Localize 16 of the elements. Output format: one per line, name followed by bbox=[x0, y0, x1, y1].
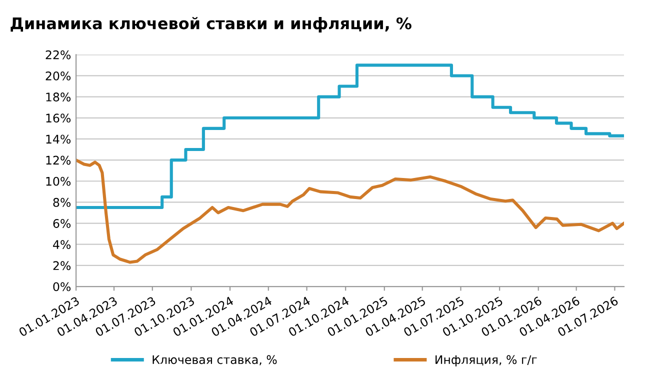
y-tick-label: 10% bbox=[46, 176, 71, 186]
line-series bbox=[76, 158, 624, 264]
legend-label: Инфляция, % г/г bbox=[436, 355, 537, 366]
y-tick-label: 2% bbox=[53, 261, 71, 270]
y-tick-label: 12% bbox=[46, 156, 71, 165]
y-tick-label: 0% bbox=[53, 282, 71, 292]
y-tick-label: 20% bbox=[46, 71, 71, 80]
y-tick-label: 8% bbox=[53, 198, 71, 207]
y-tick-label: 16% bbox=[46, 114, 71, 123]
y-tick-label: 18% bbox=[46, 92, 71, 102]
y-tick-label: 14% bbox=[46, 134, 71, 144]
y-tick-label: 22% bbox=[46, 50, 71, 60]
chart-title: Динамика ключевой ставки и инфляции, % bbox=[10, 16, 412, 32]
y-tick-label: 6% bbox=[53, 219, 71, 228]
legend-label: Ключевая ставка, % bbox=[152, 355, 277, 366]
y-tick-label: 4% bbox=[53, 240, 71, 250]
